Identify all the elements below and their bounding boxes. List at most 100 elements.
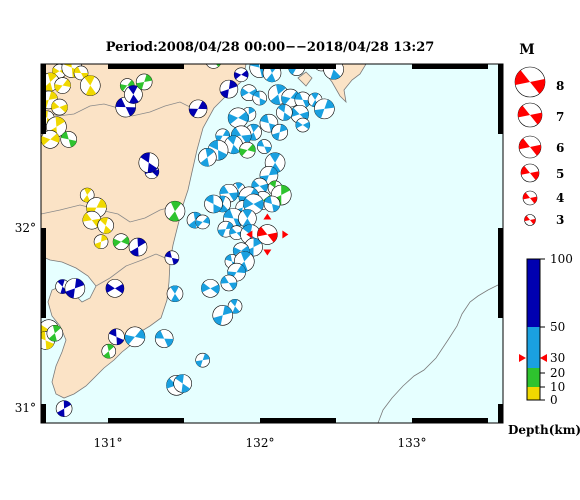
event-mechanism <box>135 73 153 91</box>
frame-bar-left <box>41 64 46 134</box>
frame-bar-bottom <box>412 418 488 423</box>
mag-legend-ball-3 <box>524 214 536 226</box>
event-mechanism <box>97 217 114 234</box>
latitude-labels: 32° 31° <box>15 221 36 415</box>
nankai-trough <box>377 281 503 423</box>
depth-axis-label: Depth(km) <box>508 423 580 437</box>
depth-bar-shallow <box>527 387 540 400</box>
frame-bar-right <box>498 64 503 134</box>
mag-label-7: 7 <box>556 110 564 124</box>
event-mechanism <box>188 99 208 119</box>
magnitude-header: M <box>519 42 535 58</box>
event-mechanism <box>46 324 64 342</box>
depth-tick-10: 10 <box>550 380 565 394</box>
event-mechanism <box>314 98 335 120</box>
event-mechanism <box>166 285 184 303</box>
main-event-arrow <box>263 249 272 256</box>
event-mechanism <box>60 131 78 148</box>
depth-tick-0: 0 <box>550 393 558 407</box>
event-mechanism <box>79 187 95 203</box>
event-mechanism <box>154 329 174 348</box>
frame-bar-left <box>41 228 46 318</box>
event-mechanism <box>198 148 217 167</box>
event-mechanism <box>164 200 186 222</box>
frame-bar-top <box>412 64 488 69</box>
event-mechanism <box>73 65 89 81</box>
event-mechanism <box>233 67 249 83</box>
mag-label-8: 8 <box>556 79 564 93</box>
event-mechanism <box>323 64 344 80</box>
depth-marker-left <box>519 354 526 362</box>
event-mechanism <box>252 90 267 106</box>
mag-legend-ball-4 <box>522 190 538 206</box>
event-mechanism <box>124 85 143 104</box>
event-mechanism <box>105 279 125 298</box>
event-mechanism <box>227 299 243 314</box>
page-title: Period:2008/04/28 00:00−−2018/04/28 13:2… <box>105 40 435 55</box>
kyushu-landmass <box>41 64 247 399</box>
mag-legend-ball-6 <box>518 135 542 159</box>
longitude-labels: 131° 132° 133° <box>94 436 427 450</box>
event-mechanism <box>204 194 223 214</box>
event-mechanism <box>295 117 311 133</box>
earthquake-mechanisms <box>41 64 344 417</box>
depth-tick-30: 30 <box>550 351 565 365</box>
event-mechanism <box>271 123 289 141</box>
mag-legend-ball-7 <box>517 102 543 128</box>
event-mechanism <box>41 130 60 149</box>
frame-bar-right <box>498 228 503 318</box>
event-mechanism <box>195 352 210 368</box>
mag-label-5: 5 <box>556 167 564 181</box>
lat-label-31: 31° <box>15 401 36 415</box>
event-mechanism <box>243 193 264 215</box>
magnitude-legend: M 8 7 6 5 4 3 <box>514 42 564 227</box>
event-mechanism <box>101 343 117 359</box>
mag-legend-ball-8 <box>514 66 546 98</box>
lat-label-32: 32° <box>15 221 36 235</box>
event-mechanism <box>64 278 86 299</box>
depth-bar-frame <box>526 258 541 401</box>
mag-label-4: 4 <box>556 191 564 205</box>
frame-bar-bottom <box>260 418 336 423</box>
event-mechanism <box>219 79 239 99</box>
event-mechanism <box>112 233 130 251</box>
event-mechanism <box>108 328 125 346</box>
islet <box>297 71 313 87</box>
depth-tick-20: 20 <box>550 366 565 380</box>
frame-bar-top <box>260 64 336 69</box>
event-mechanism <box>128 237 148 257</box>
main-event-mechanism <box>246 213 289 256</box>
event-mechanism <box>79 75 101 96</box>
event-mechanism <box>212 304 234 326</box>
event-mechanism <box>51 98 68 116</box>
main-event-ball <box>257 224 278 245</box>
main-event-arrow <box>282 230 289 239</box>
event-mechanism <box>239 141 256 159</box>
lon-label-132: 132° <box>246 436 275 450</box>
depth-tick-100: 100 <box>550 252 573 266</box>
main-event-arrow <box>246 230 253 239</box>
lon-label-131: 131° <box>94 436 123 450</box>
mag-label-6: 6 <box>556 141 564 155</box>
depth-bar-mid-shallow <box>527 368 540 387</box>
event-mechanism <box>195 214 210 230</box>
frame-bar-right <box>498 404 503 423</box>
event-mechanism <box>54 77 71 94</box>
event-mechanism <box>201 279 220 298</box>
event-mechanism <box>55 400 73 417</box>
lon-label-133: 133° <box>398 436 427 450</box>
frame-bar-left <box>41 404 46 423</box>
frame-bar-top <box>108 64 184 69</box>
frame-bar-bottom <box>108 418 184 423</box>
mag-label-3: 3 <box>556 213 564 227</box>
event-mechanism <box>205 64 221 69</box>
event-mechanism <box>124 326 146 348</box>
event-mechanism <box>227 107 249 129</box>
event-mechanism <box>164 250 180 266</box>
event-mechanism <box>276 104 293 121</box>
event-mechanism <box>238 209 257 228</box>
depth-bar-mid <box>527 327 540 368</box>
event-mechanism <box>93 234 109 250</box>
depth-marker-right <box>540 354 547 362</box>
